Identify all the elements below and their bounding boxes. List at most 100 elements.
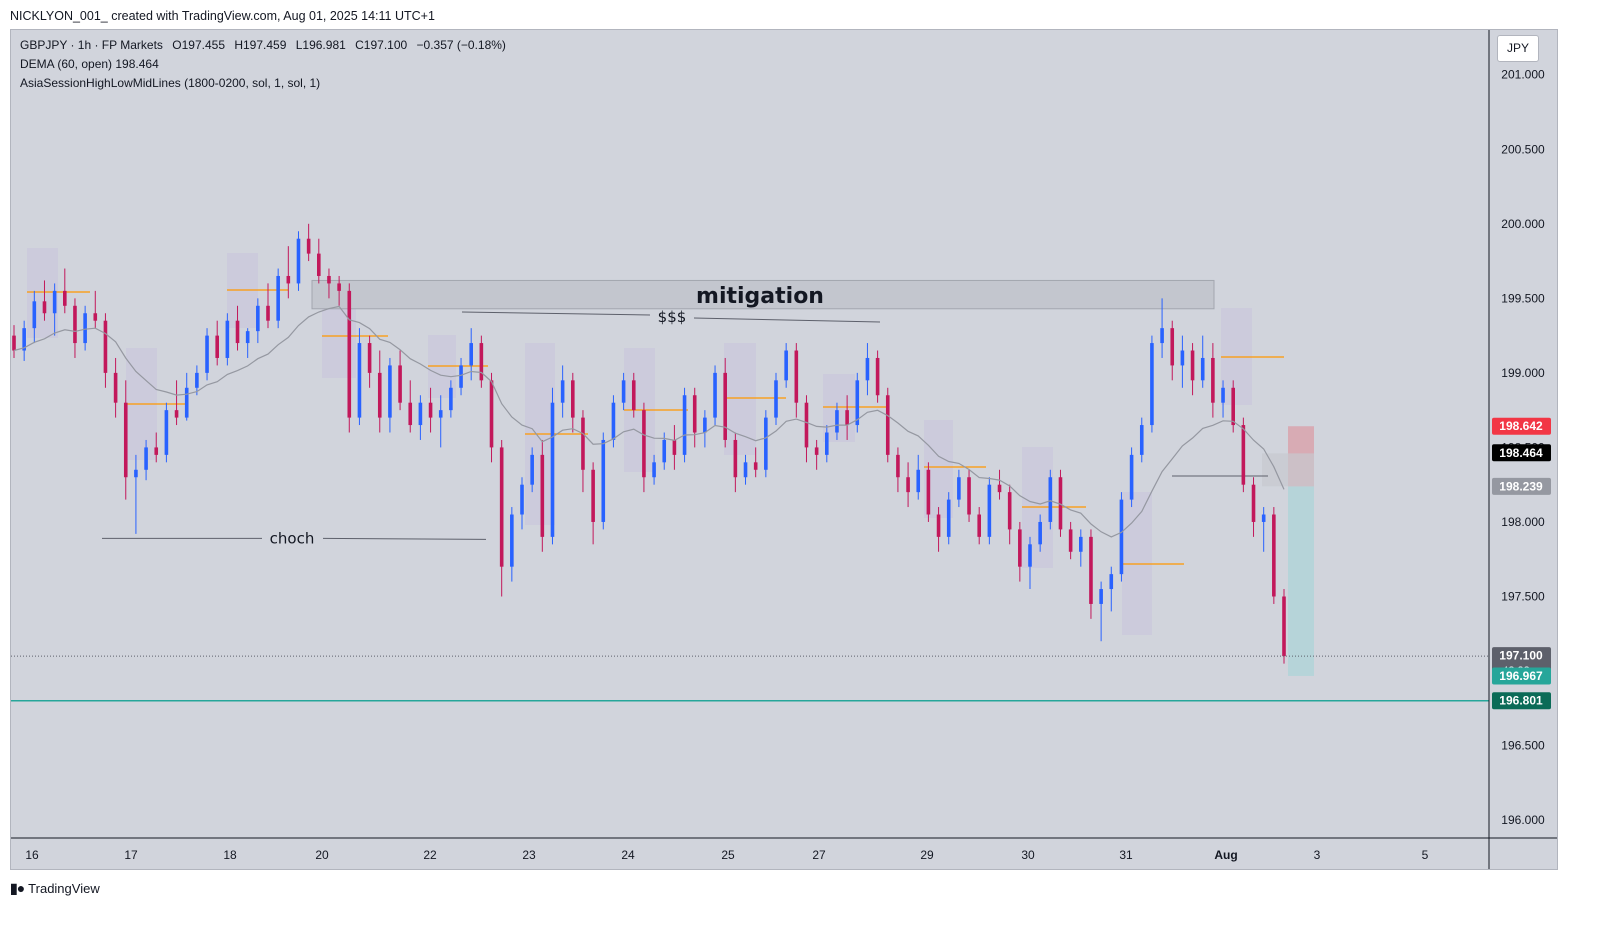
y-tick-label: 200.500 bbox=[1501, 142, 1545, 156]
candle-body bbox=[774, 380, 778, 418]
candle-body bbox=[571, 380, 575, 418]
candle-body bbox=[52, 290, 57, 314]
candle-body bbox=[499, 447, 504, 567]
candle-body bbox=[1048, 477, 1053, 522]
legend-asia-session-row[interactable]: AsiaSessionHighLowMidLines (1800-0200, s… bbox=[20, 76, 321, 90]
candle-body bbox=[103, 320, 108, 373]
y-tick-label: 197.500 bbox=[1501, 589, 1545, 603]
candle-body bbox=[560, 380, 565, 403]
candle-body bbox=[286, 275, 291, 284]
candle-body bbox=[123, 402, 128, 478]
candle-body bbox=[317, 253, 321, 276]
legend-low: L196.981 bbox=[295, 38, 346, 52]
candle-body bbox=[1211, 357, 1215, 403]
candle-body bbox=[753, 462, 758, 470]
candle-body bbox=[42, 301, 47, 314]
price-label: 197.100 bbox=[1499, 649, 1543, 663]
entry-zone bbox=[1262, 453, 1314, 487]
candle-body bbox=[408, 402, 413, 426]
legend-dema-row[interactable]: DEMA (60, open) 198.464 bbox=[20, 57, 159, 71]
legend-close: C197.100 bbox=[355, 38, 408, 52]
candle-body bbox=[215, 335, 219, 358]
legend-high: H197.459 bbox=[234, 38, 287, 52]
candle-body bbox=[306, 238, 311, 254]
candle-body bbox=[1251, 484, 1256, 522]
candle-body bbox=[195, 372, 199, 388]
candle-body bbox=[591, 469, 595, 522]
currency-button[interactable]: JPY bbox=[1497, 35, 1539, 62]
attribution-text: NICKLYON_001_ created with TradingView.c… bbox=[10, 9, 435, 23]
candle-body bbox=[1018, 529, 1022, 567]
candle-body bbox=[906, 477, 910, 493]
candle-body bbox=[1139, 425, 1144, 455]
x-tick-label: 23 bbox=[522, 848, 536, 862]
x-tick-label: 22 bbox=[423, 848, 437, 862]
tradingview-logo-icon: ▮● bbox=[10, 880, 25, 896]
candle-body bbox=[581, 417, 585, 470]
price-label: 198.239 bbox=[1499, 479, 1543, 493]
candle-body bbox=[845, 410, 849, 426]
legend-symbol-row[interactable]: GBPJPY · 1h · FP Markets O197.455 H197.4… bbox=[20, 38, 506, 52]
candle-body bbox=[835, 410, 839, 433]
branding-text: TradingView bbox=[28, 881, 100, 896]
x-tick-label: 27 bbox=[812, 848, 826, 862]
x-tick-label: 5 bbox=[1422, 848, 1429, 862]
mitigation-zone bbox=[311, 279, 1215, 310]
y-tick-label: 201.000 bbox=[1501, 68, 1545, 82]
candle-body bbox=[256, 305, 260, 332]
candle-body bbox=[967, 477, 971, 515]
candle-body bbox=[672, 439, 677, 455]
candle-body bbox=[936, 514, 941, 537]
x-tick-label: 18 bbox=[223, 848, 237, 862]
candle-body bbox=[276, 275, 280, 321]
candle-body bbox=[327, 275, 331, 284]
candle-body bbox=[1272, 514, 1276, 597]
choch-label: choch bbox=[270, 529, 315, 547]
candle-body bbox=[926, 469, 931, 515]
candle-body bbox=[1079, 536, 1083, 552]
x-tick-label: 29 bbox=[920, 848, 934, 862]
candle-body bbox=[875, 357, 880, 396]
candle-body bbox=[957, 477, 961, 500]
candle-body bbox=[73, 305, 77, 344]
candle-body bbox=[418, 402, 423, 426]
candle-body bbox=[814, 447, 819, 455]
candle-body bbox=[1231, 387, 1235, 426]
price-label: 198.642 bbox=[1499, 419, 1543, 433]
candle-body bbox=[540, 454, 545, 537]
candle-body bbox=[225, 320, 230, 358]
price-label-bg bbox=[1492, 692, 1551, 710]
tradingview-branding: ▮● TradingView bbox=[10, 880, 100, 897]
candle-body bbox=[367, 343, 372, 373]
asia-session-box bbox=[27, 248, 58, 338]
candle-body bbox=[1007, 492, 1012, 530]
candle-body bbox=[1089, 536, 1093, 604]
price-label: 196.967 bbox=[1499, 669, 1543, 683]
candle-body bbox=[1160, 328, 1164, 344]
candle-body bbox=[1119, 499, 1124, 575]
candle-body bbox=[113, 372, 118, 403]
candle-body bbox=[520, 484, 524, 515]
candle-body bbox=[22, 328, 26, 351]
candle-body bbox=[692, 395, 697, 433]
candle-body bbox=[83, 313, 87, 344]
price-label: 198.464 bbox=[1499, 446, 1543, 460]
y-tick-label: 198.000 bbox=[1501, 515, 1545, 529]
candle-body bbox=[804, 402, 809, 448]
candle-body bbox=[1200, 357, 1205, 381]
candle-body bbox=[530, 454, 534, 485]
candle-body bbox=[550, 402, 555, 537]
y-tick-label: 196.500 bbox=[1501, 739, 1545, 753]
candle-body bbox=[479, 343, 484, 381]
candle-body bbox=[703, 417, 707, 433]
legend-symbol[interactable]: GBPJPY · 1h · FP Markets bbox=[20, 38, 163, 52]
candle-body bbox=[865, 357, 870, 381]
candle-body bbox=[885, 395, 890, 455]
candle-body bbox=[723, 372, 727, 440]
y-tick-label: 196.000 bbox=[1501, 813, 1545, 827]
candle-body bbox=[489, 380, 494, 448]
asia-session-box bbox=[724, 343, 756, 455]
asia-session-box bbox=[823, 374, 855, 442]
legend-change: −0.357 (−0.18%) bbox=[416, 38, 506, 52]
